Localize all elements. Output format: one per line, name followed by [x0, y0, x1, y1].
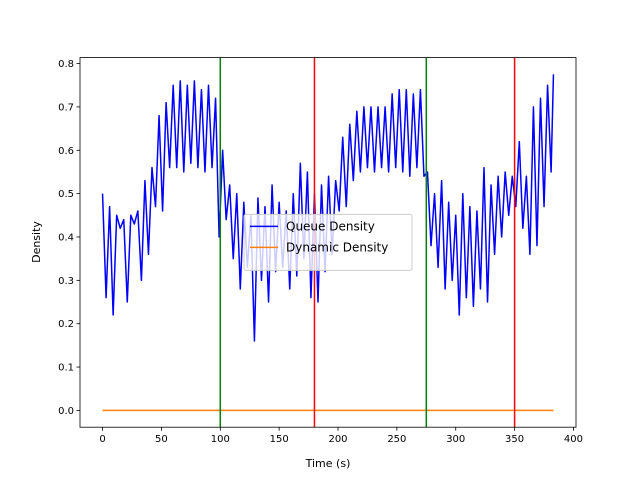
y-tick-label: 0.0: [58, 406, 74, 417]
y-tick-label: 0.6: [58, 146, 74, 157]
x-axis-label: Time (s): [305, 457, 351, 470]
y-axis-label: Density: [30, 221, 43, 263]
y-tick-label: 0.5: [58, 189, 74, 200]
legend-box: [243, 213, 413, 271]
y-tick-label: 0.2: [58, 319, 74, 330]
x-tick-label: 100: [211, 434, 230, 445]
data-line: [101, 74, 555, 342]
x-tick-label: 50: [155, 434, 168, 445]
x-tick-label: 400: [564, 434, 583, 445]
y-tick-label: 0.8: [58, 59, 74, 70]
legend: Queue Density Dynamic Density: [243, 213, 413, 271]
x-tick-label: 350: [505, 434, 524, 445]
plot-frame: [79, 57, 577, 428]
x-tick-label: 200: [328, 434, 347, 445]
x-tick-label: 0: [99, 434, 105, 445]
y-tick-label: 0.3: [58, 276, 74, 287]
legend-label: Dynamic Density: [286, 240, 388, 254]
y-tick-label: 0.1: [58, 363, 74, 374]
legend-label: Queue Density: [286, 219, 375, 233]
x-tick-label: 250: [387, 434, 406, 445]
x-tick-label: 300: [446, 434, 465, 445]
y-tick-label: 0.4: [58, 232, 74, 243]
y-tick-label: 0.7: [58, 102, 74, 113]
x-tick-label: 150: [270, 434, 289, 445]
